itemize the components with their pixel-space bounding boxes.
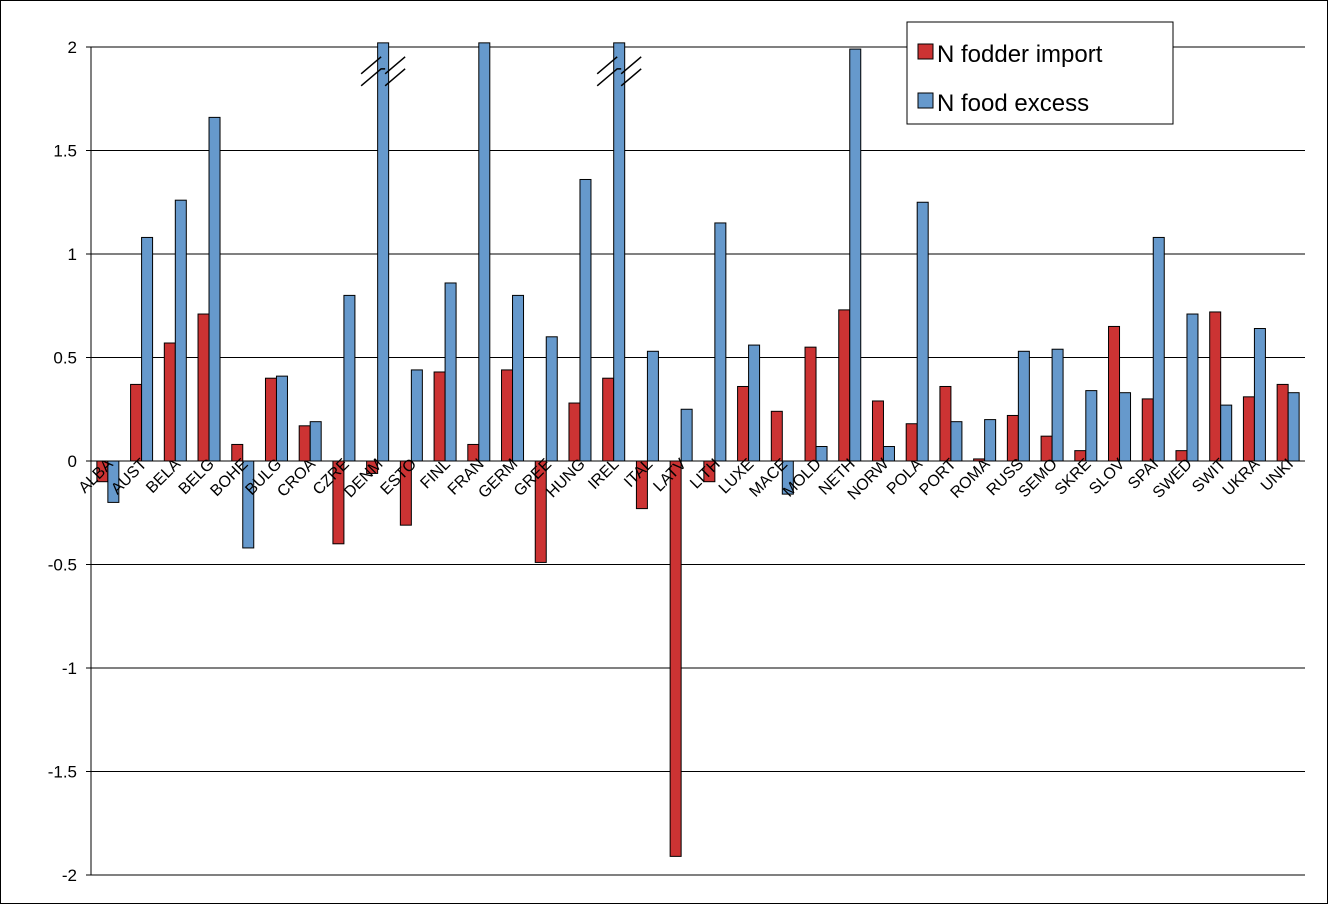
bar-food-excess xyxy=(882,446,895,462)
bar-food-excess xyxy=(545,336,558,462)
y-tick-label: -1.5 xyxy=(48,763,77,782)
bar-fodder-import xyxy=(1141,398,1154,462)
bar-fodder-import xyxy=(1006,414,1019,462)
bar-fodder-import xyxy=(130,383,143,462)
bar-food-excess xyxy=(1051,348,1064,462)
break-mark-left xyxy=(360,56,386,87)
bar-food-excess xyxy=(1152,236,1165,462)
bar-food-excess xyxy=(613,42,626,462)
bar-fodder-import xyxy=(534,460,547,563)
bar-fodder-import xyxy=(1108,325,1121,462)
bar-fodder-import xyxy=(433,371,446,462)
bar-fodder-import xyxy=(737,385,750,462)
bar-food-excess xyxy=(916,201,929,462)
bar-food-excess xyxy=(107,460,120,503)
bar-fodder-import xyxy=(366,460,379,474)
bar-food-excess xyxy=(444,282,457,462)
legend: N fodder import N food excess xyxy=(906,21,1174,125)
bar-food-excess xyxy=(1220,404,1233,462)
bar-fodder-import xyxy=(1209,311,1222,462)
bar-food-excess xyxy=(950,421,963,462)
legend-swatch-food xyxy=(917,92,934,109)
bar-food-excess xyxy=(410,369,423,462)
bar-fodder-import xyxy=(231,443,244,462)
bar-food-excess xyxy=(343,294,356,462)
bar-food-excess xyxy=(1085,390,1098,462)
axis-break-marks xyxy=(360,56,642,87)
break-mark-left xyxy=(596,56,622,87)
bar-fodder-import xyxy=(264,377,277,462)
bar-fodder-import xyxy=(669,460,682,857)
legend-swatch-fodder xyxy=(917,43,934,60)
bar-fodder-import xyxy=(939,385,952,462)
bar-food-excess xyxy=(849,48,862,462)
bar-food-excess xyxy=(377,42,390,462)
bar-food-excess xyxy=(309,421,322,462)
bar-food-excess xyxy=(512,294,525,462)
bar-fodder-import xyxy=(871,400,884,462)
bar-food-excess xyxy=(478,42,491,462)
bar-fodder-import xyxy=(399,460,412,526)
bar-food-excess xyxy=(1287,392,1300,462)
bar-fodder-import xyxy=(635,460,648,510)
y-tick-label: 1 xyxy=(68,245,77,264)
bar-fodder-import xyxy=(1276,383,1289,462)
bar-food-excess xyxy=(815,446,828,462)
bar-food-excess xyxy=(1017,350,1030,462)
bar-fodder-import xyxy=(501,369,514,462)
bar-fodder-import xyxy=(905,423,918,462)
bar-food-excess xyxy=(781,460,794,495)
bar-food-excess xyxy=(1119,392,1132,462)
bars xyxy=(96,42,1300,857)
bar-food-excess xyxy=(748,344,761,462)
legend-label-fodder: N fodder import xyxy=(937,41,1103,68)
y-tick-label: -0.5 xyxy=(48,556,77,575)
bar-food-excess xyxy=(1253,328,1266,462)
bar-food-excess xyxy=(242,460,255,549)
y-tick-label: -2 xyxy=(62,866,77,885)
bar-food-excess xyxy=(646,350,659,462)
bar-fodder-import xyxy=(1242,396,1255,462)
bar-fodder-import xyxy=(602,377,615,462)
bar-food-excess xyxy=(1186,313,1199,462)
break-mark-right xyxy=(620,56,642,87)
legend-label-food: N food excess xyxy=(937,90,1089,117)
bar-fodder-import xyxy=(770,410,783,462)
bar-fodder-import xyxy=(298,425,311,462)
bar-food-excess xyxy=(984,419,997,462)
bar-food-excess xyxy=(579,178,592,462)
bar-food-excess xyxy=(680,408,693,462)
bar-fodder-import xyxy=(197,313,210,462)
legend-box xyxy=(906,21,1174,125)
bar-fodder-import xyxy=(703,460,716,483)
y-tick-label: 0 xyxy=(68,452,77,471)
break-mark-right xyxy=(384,56,406,87)
bar-food-excess xyxy=(208,116,221,462)
bar-fodder-import xyxy=(804,346,817,462)
axes: 2 1.5 1 0.5 0 -0.5 -1 -1.5 -2 xyxy=(48,38,1305,885)
bar-fodder-import xyxy=(568,402,581,462)
bar-food-excess xyxy=(141,236,154,462)
bar-food-excess xyxy=(714,222,727,462)
y-tick-label: -1 xyxy=(62,659,77,678)
bar-food-excess xyxy=(174,199,187,462)
bar-fodder-import xyxy=(332,460,345,545)
y-tick-label: 1.5 xyxy=(53,142,77,161)
y-tick-label: 0.5 xyxy=(53,349,77,368)
y-tick-label: 2 xyxy=(68,38,77,57)
bar-fodder-import xyxy=(163,342,176,462)
bar-food-excess xyxy=(275,375,288,462)
bar-fodder-import xyxy=(838,309,851,462)
